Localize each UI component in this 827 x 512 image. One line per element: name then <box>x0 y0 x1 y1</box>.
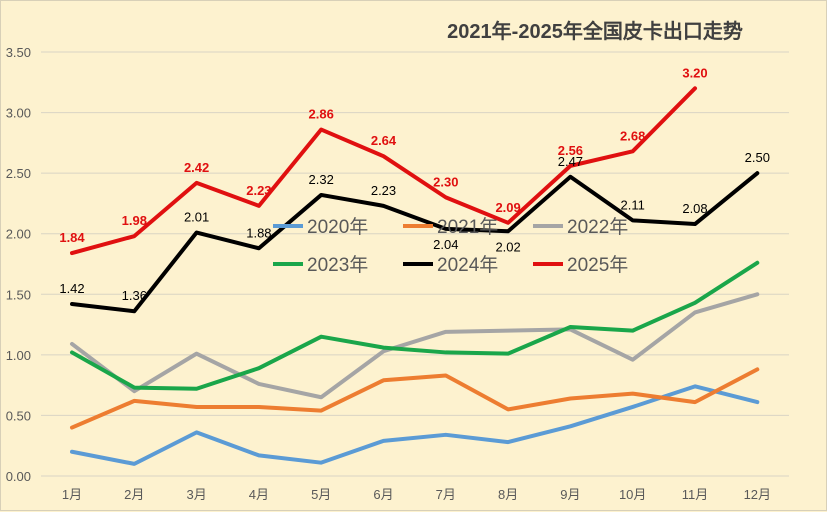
data-label: 2.11 <box>621 197 645 212</box>
data-label: 2.32 <box>309 172 334 187</box>
series-line-2023年 <box>70 260 760 391</box>
data-label: 1.98 <box>122 213 147 228</box>
x-tick-label: 11月 <box>682 487 709 502</box>
data-label: 2.64 <box>371 133 397 148</box>
data-label: 2.68 <box>620 128 645 143</box>
legend-label: 2025年 <box>567 254 628 276</box>
data-label: 3.20 <box>682 65 707 80</box>
x-tick-label: 1月 <box>62 487 82 502</box>
data-label: 2.47 <box>558 154 583 169</box>
data-label: 1.42 <box>59 281 84 296</box>
series-line-2021年 <box>70 367 760 430</box>
data-label: 2.04 <box>433 237 458 252</box>
y-tick-label: 3.00 <box>6 106 31 121</box>
y-tick-label: 2.50 <box>6 166 31 181</box>
x-tick-label: 4月 <box>249 487 269 502</box>
x-tick-label: 10月 <box>619 487 646 502</box>
data-label: 2.08 <box>682 201 707 216</box>
y-tick-label: 1.00 <box>6 348 31 363</box>
data-label: 2.42 <box>184 160 209 175</box>
y-tick-label: 0.50 <box>6 408 31 423</box>
x-tick-label: 12月 <box>744 487 771 502</box>
x-tick-label: 7月 <box>436 487 456 502</box>
series-line-2024年 <box>70 171 760 314</box>
x-tick-label: 8月 <box>498 487 518 502</box>
y-tick-label: 0.00 <box>6 469 31 484</box>
y-tick-label: 3.50 <box>6 45 31 60</box>
x-tick-label: 3月 <box>186 487 206 502</box>
x-tick-label: 2月 <box>124 487 144 502</box>
series-line-2022年 <box>70 292 760 400</box>
data-label: 1.36 <box>122 288 147 303</box>
x-tick-label: 9月 <box>560 487 580 502</box>
legend-label: 2022年 <box>567 216 628 238</box>
data-label: 2.23 <box>246 183 271 198</box>
y-tick-label: 2.00 <box>6 227 31 242</box>
data-label: 2.56 <box>558 143 583 158</box>
x-tick-label: 5月 <box>311 487 331 502</box>
series-line-2020年 <box>70 384 760 466</box>
legend-label: 2021年 <box>437 216 498 238</box>
data-label: 2.02 <box>495 239 520 254</box>
data-label: 2.09 <box>495 200 520 215</box>
x-tick-label: 6月 <box>373 487 393 502</box>
series-line-2025年 <box>70 86 697 256</box>
chart-title: 2021年-2025年全国皮卡出口走势 <box>447 19 743 43</box>
data-label: 2.01 <box>184 210 209 225</box>
legend-label: 2024年 <box>437 254 498 276</box>
legend-label: 2020年 <box>307 216 368 238</box>
data-label: 2.30 <box>433 174 458 189</box>
y-tick-label: 1.50 <box>6 287 31 302</box>
data-label: 1.84 <box>59 230 85 245</box>
data-label: 2.23 <box>371 183 396 198</box>
data-label: 2.50 <box>745 150 770 165</box>
data-label: 1.88 <box>246 225 271 240</box>
data-label: 2.86 <box>309 107 334 122</box>
legend-label: 2023年 <box>307 254 368 276</box>
